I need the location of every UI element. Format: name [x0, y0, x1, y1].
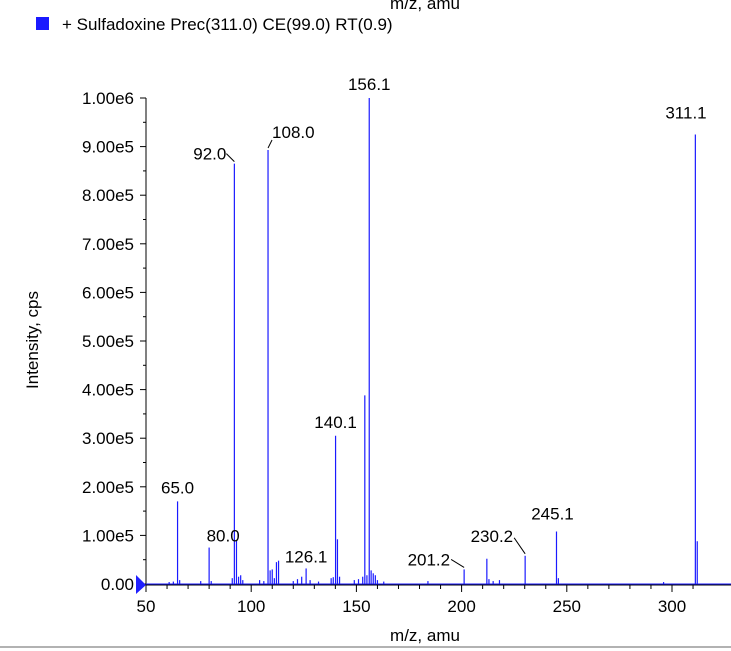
baseline-marker: [136, 575, 146, 594]
y-tick-label: 4.00e5: [82, 381, 134, 400]
x-tick-label: 250: [553, 597, 581, 616]
peak-label: 156.1: [348, 75, 391, 94]
x-tick-label: 200: [447, 597, 475, 616]
peak-label: 311.1: [665, 103, 706, 122]
y-tick-label: 1.00e5: [82, 526, 134, 545]
peak-label: 126.1: [285, 547, 328, 566]
peak-label: 201.2: [408, 550, 451, 569]
x-ticks: 50 100 150 200 250 300: [137, 585, 694, 616]
peak-label: 80.0: [207, 527, 240, 546]
peak-labels: 65.0 80.0 92.0 108.0 126.1 140.1 156.1 201.2 230…: [161, 75, 707, 569]
y-tick-label: 1.00e6: [82, 89, 134, 108]
y-tick-label: 6.00e5: [82, 283, 134, 302]
x-tick-label: 150: [342, 597, 370, 616]
y-tick-label: 3.00e5: [82, 429, 134, 448]
label-leader: [226, 153, 235, 162]
top-axis-title: m/z, amu: [390, 0, 460, 13]
x-tick-label: 300: [658, 597, 686, 616]
y-tick-label: 7.00e5: [82, 235, 134, 254]
y-tick-label: 5.00e5: [82, 332, 134, 351]
label-leader: [513, 537, 526, 555]
legend-label: + Sulfadoxine Prec(311.0) CE(99.0) RT(0.…: [62, 15, 393, 34]
x-axis-title: m/z, amu: [390, 626, 460, 645]
y-tick-label: 8.00e5: [82, 186, 134, 205]
x-tick-label: 50: [137, 597, 156, 616]
y-axis: 0.00 1.00e5 2.00e5 3.00e5 4.00e5 5.00e5 6.00e5…: [82, 89, 147, 594]
y-tick-label: 0.00: [101, 575, 134, 594]
x-axis: 50 100 150 200 250 300: [136, 584, 731, 616]
peak-label: 230.2: [471, 527, 514, 546]
x-tick-label: 100: [237, 597, 265, 616]
y-axis-title: Intensity, cps: [23, 291, 42, 389]
y-ticks: 0.00 1.00e5 2.00e5 3.00e5 4.00e5 5.00e5 6.00e5…: [82, 89, 146, 594]
peak-label: 65.0: [161, 478, 194, 497]
peak-label: 108.0: [272, 123, 315, 142]
y-tick-label: 2.00e5: [82, 478, 134, 497]
y-tick-label: 9.00e5: [82, 138, 134, 157]
peaks: [168, 98, 698, 584]
peak-label: 92.0: [193, 145, 226, 164]
peak-label: 140.1: [314, 413, 357, 432]
legend: + Sulfadoxine Prec(311.0) CE(99.0) RT(0.…: [36, 15, 393, 34]
peak-label: 245.1: [531, 505, 574, 524]
legend-swatch: [36, 17, 49, 30]
label-leader: [267, 139, 273, 149]
label-leader: [450, 558, 465, 568]
